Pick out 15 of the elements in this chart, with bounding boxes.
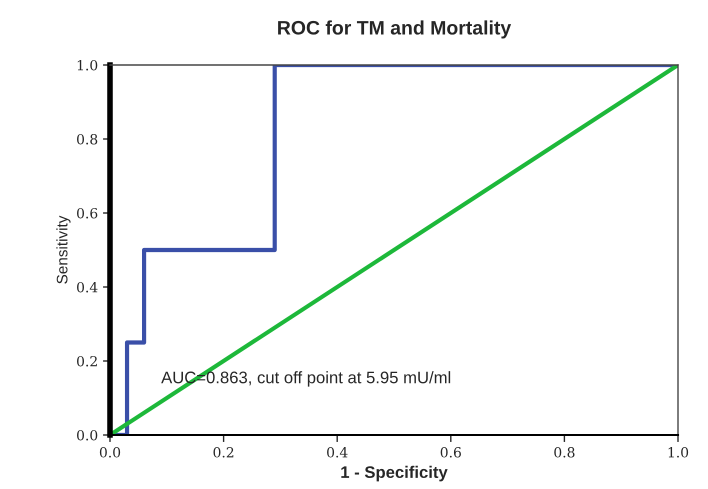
chart-title: ROC for TM and Mortality [278, 20, 512, 38]
x-tick-label: 0.2 [213, 447, 234, 458]
y-tick-label: 1.0 [78, 60, 98, 70]
x-tick-label: 1.0 [668, 447, 688, 458]
x-axis-title: 1 - Specificity [341, 466, 448, 482]
y-tick-label: 0.2 [77, 356, 97, 366]
y-tick-label: 0.6 [77, 208, 98, 218]
x-tick-label: 0.8 [554, 447, 575, 458]
y-tick-label: 0.8 [77, 134, 98, 144]
x-tick-label: 0.4 [327, 447, 348, 458]
y-tick-label: 0.0 [77, 430, 98, 440]
y-tick-label: 0.4 [77, 282, 98, 292]
x-tick-label: 0.0 [100, 447, 120, 458]
x-tick-label: 0.6 [440, 447, 461, 458]
y-axis-title: Sensitivity [56, 216, 71, 284]
